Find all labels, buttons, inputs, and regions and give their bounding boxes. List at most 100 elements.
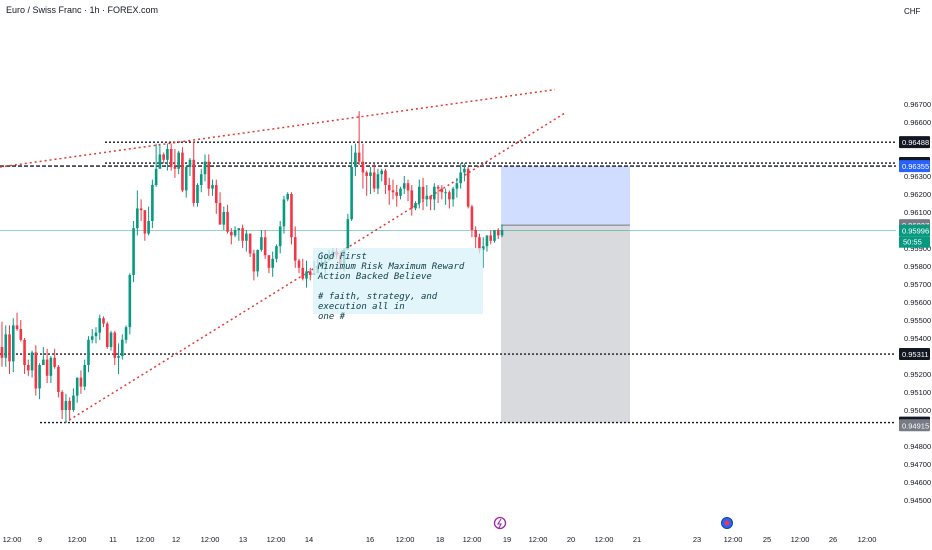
candle-body: [395, 192, 399, 196]
candle: [158, 143, 162, 169]
y-tick-label: 0.96600: [904, 118, 931, 127]
candle-body: [42, 359, 45, 365]
candle-body: [207, 161, 211, 189]
candle: [369, 167, 372, 194]
candle: [410, 185, 414, 216]
price-tag-1[interactable]: 0.95996: [899, 224, 930, 237]
candle: [474, 226, 477, 248]
candle: [94, 327, 98, 344]
candle: [199, 168, 203, 193]
candle: [147, 206, 150, 236]
candle-body: [57, 366, 60, 392]
candle: [361, 143, 365, 189]
price-tag-2[interactable]: 0.94915: [899, 419, 930, 432]
candle-body: [199, 174, 203, 185]
candle-body: [75, 377, 79, 396]
candle: [177, 150, 180, 175]
candle-body: [387, 185, 391, 191]
candle-body: [124, 327, 128, 340]
candle-body: [90, 336, 94, 340]
y-tick-label: 0.95500: [904, 316, 931, 325]
candle: [154, 143, 158, 187]
level-tag-0-text: 0.96488: [902, 138, 929, 147]
candle: [226, 204, 229, 234]
candle-body: [448, 192, 451, 200]
candle: [448, 190, 451, 209]
y-tick-label: 0.95600: [904, 298, 931, 307]
y-tick-label: 0.94800: [904, 442, 931, 451]
candle-body: [350, 167, 353, 220]
candle-body: [226, 212, 229, 232]
x-tick-label: 12:00: [595, 535, 614, 544]
event-lightning-icon[interactable]: [493, 516, 507, 530]
level-tag-2[interactable]: 0.96355: [899, 160, 930, 173]
candle: [282, 195, 286, 234]
candle-body: [38, 365, 41, 389]
lightning-glyph-icon: [497, 518, 502, 529]
x-tick-label: 23: [693, 535, 701, 544]
candle: [485, 235, 489, 252]
candle: [136, 190, 139, 236]
candle: [500, 224, 504, 238]
candle: [399, 186, 402, 200]
candle: [233, 226, 237, 238]
candle-body: [181, 152, 184, 191]
candle-body: [132, 228, 135, 275]
candle: [357, 111, 361, 166]
candle: [42, 347, 45, 365]
x-tick-label: 9: [38, 535, 42, 544]
candle-body: [372, 172, 376, 189]
candle: [305, 260, 308, 288]
candle: [109, 330, 113, 351]
candle-body: [64, 401, 68, 410]
candle: [79, 370, 83, 394]
candle-body: [53, 357, 56, 367]
stop-zone[interactable]: [501, 225, 630, 423]
candle-body: [369, 172, 372, 176]
candle: [83, 359, 87, 391]
candle: [169, 143, 173, 171]
candle-body: [260, 237, 263, 250]
candle-body: [361, 161, 365, 173]
candle: [19, 320, 23, 342]
trendline-lower-channel[interactable]: [64, 112, 566, 424]
profit-zone[interactable]: [501, 166, 630, 226]
candle: [263, 230, 267, 259]
candle: [372, 163, 376, 193]
candle: [346, 213, 350, 250]
candle-body: [98, 318, 102, 333]
candle: [132, 221, 135, 283]
candle: [105, 321, 109, 349]
candle: [23, 338, 26, 374]
candle-body: [301, 267, 305, 279]
candle: [267, 255, 271, 274]
candle-body: [429, 195, 432, 200]
candle: [128, 273, 132, 335]
candle-body: [8, 334, 11, 362]
candle: [440, 185, 444, 200]
candle-body: [417, 186, 421, 203]
candle-body: [105, 323, 109, 347]
candle: [297, 258, 301, 274]
candle-body: [406, 183, 410, 191]
y-tick-label: 0.96200: [904, 190, 931, 199]
strategy-note[interactable]: God First Minimum Risk Maximum Reward Ac…: [313, 248, 483, 322]
level-tag-3[interactable]: 0.95311: [899, 348, 930, 361]
candle: [230, 228, 233, 245]
candle-body: [399, 188, 402, 196]
candle-body: [241, 228, 244, 241]
candle-body: [49, 357, 53, 376]
candle-body: [290, 194, 293, 238]
candle-body: [11, 325, 15, 362]
candle-body: [211, 185, 214, 189]
candle-body: [414, 203, 417, 209]
candle-body: [365, 172, 368, 176]
level-tag-0[interactable]: 0.96488: [899, 136, 930, 149]
y-tick-label: 0.95800: [904, 262, 931, 271]
trendline-upper-channel[interactable]: [0, 88, 556, 168]
level-tag-3-bg: [899, 348, 930, 361]
candle: [72, 388, 75, 412]
candle: [436, 185, 440, 203]
